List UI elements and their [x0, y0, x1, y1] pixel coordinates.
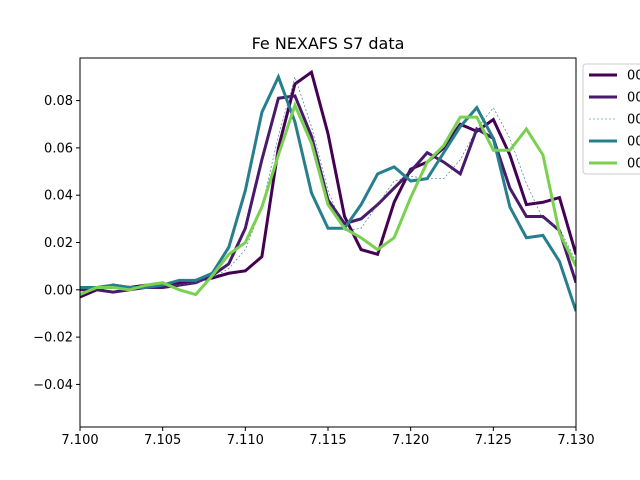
- legend-label-3: 00: [627, 113, 640, 128]
- legend-label-1: 00: [627, 69, 640, 84]
- legend-label-5: 00: [627, 157, 640, 172]
- legend: 00 00 00 00 00: [582, 63, 640, 175]
- y-tick-label: −0.04: [33, 378, 73, 393]
- y-axis: −0.04 −0.02 0.00 0.02 0.04 0.06 0.08: [33, 94, 80, 393]
- legend-label-2: 00: [627, 91, 640, 106]
- legend-label-4: 00: [627, 135, 640, 150]
- x-tick-label: 7.110: [227, 433, 264, 448]
- x-tick-label: 7.115: [309, 433, 346, 448]
- y-tick-label: 0.02: [44, 236, 73, 251]
- x-tick-label: 7.125: [475, 433, 512, 448]
- y-tick-label: −0.02: [33, 331, 73, 346]
- y-tick-label: 0.04: [44, 189, 73, 204]
- chart-title: Fe NEXAFS S7 data: [252, 34, 405, 53]
- y-tick-label: 0.08: [44, 94, 73, 109]
- series-line-5: [80, 101, 576, 297]
- series-layer: [80, 69, 576, 312]
- y-tick-label: 0.00: [44, 283, 73, 298]
- x-tick-label: 7.130: [557, 433, 594, 448]
- x-tick-label: 7.100: [61, 433, 98, 448]
- series-line-4: [80, 73, 576, 312]
- y-tick-label: 0.06: [44, 141, 73, 156]
- x-tick-label: 7.105: [144, 433, 181, 448]
- x-tick-label: 7.120: [392, 433, 429, 448]
- x-axis: 7.100 7.105 7.110 7.115 7.120 7.125 7.130: [61, 427, 595, 448]
- legend-box: [582, 63, 640, 175]
